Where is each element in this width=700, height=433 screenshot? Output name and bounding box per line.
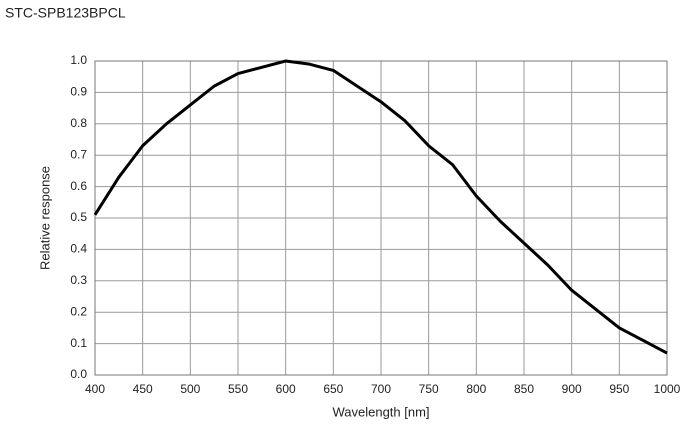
y-tick-label: 0.3 bbox=[70, 273, 87, 287]
x-tick-label: 400 bbox=[85, 382, 105, 396]
x-tick-label: 950 bbox=[609, 382, 629, 396]
data-line bbox=[93, 59, 668, 355]
y-tick-label: 0.2 bbox=[70, 304, 87, 318]
x-tick-label: 1000 bbox=[654, 382, 681, 396]
y-tick-label: 0.9 bbox=[70, 85, 87, 99]
x-tick-label: 450 bbox=[133, 382, 153, 396]
y-tick-label: 0.6 bbox=[70, 179, 87, 193]
x-tick-label: 600 bbox=[276, 382, 296, 396]
y-tick-label: 1.0 bbox=[70, 53, 87, 67]
y-tick-label: 0.8 bbox=[70, 116, 87, 130]
x-tick-label: 550 bbox=[228, 382, 248, 396]
x-tick-label: 500 bbox=[180, 382, 200, 396]
x-tick-label: 800 bbox=[466, 382, 486, 396]
y-tick-label: 0.0 bbox=[70, 367, 87, 381]
x-tick-label: 850 bbox=[514, 382, 534, 396]
x-tick-label: 700 bbox=[371, 382, 391, 396]
y-tick-label: 0.5 bbox=[70, 210, 87, 224]
y-tick-label: 0.1 bbox=[70, 336, 87, 350]
y-tick-label: 0.4 bbox=[70, 242, 87, 256]
x-axis-label: Wavelength [nm] bbox=[332, 404, 429, 419]
x-tick-label: 900 bbox=[562, 382, 582, 396]
y-tick-label: 0.7 bbox=[70, 147, 87, 161]
x-tick-label: 650 bbox=[323, 382, 343, 396]
x-tick-label: 750 bbox=[419, 382, 439, 396]
chart-title: STC-SPB123BPCL bbox=[5, 5, 126, 21]
y-axis-label: Relative response bbox=[37, 166, 52, 270]
plot-frame bbox=[94, 60, 668, 376]
